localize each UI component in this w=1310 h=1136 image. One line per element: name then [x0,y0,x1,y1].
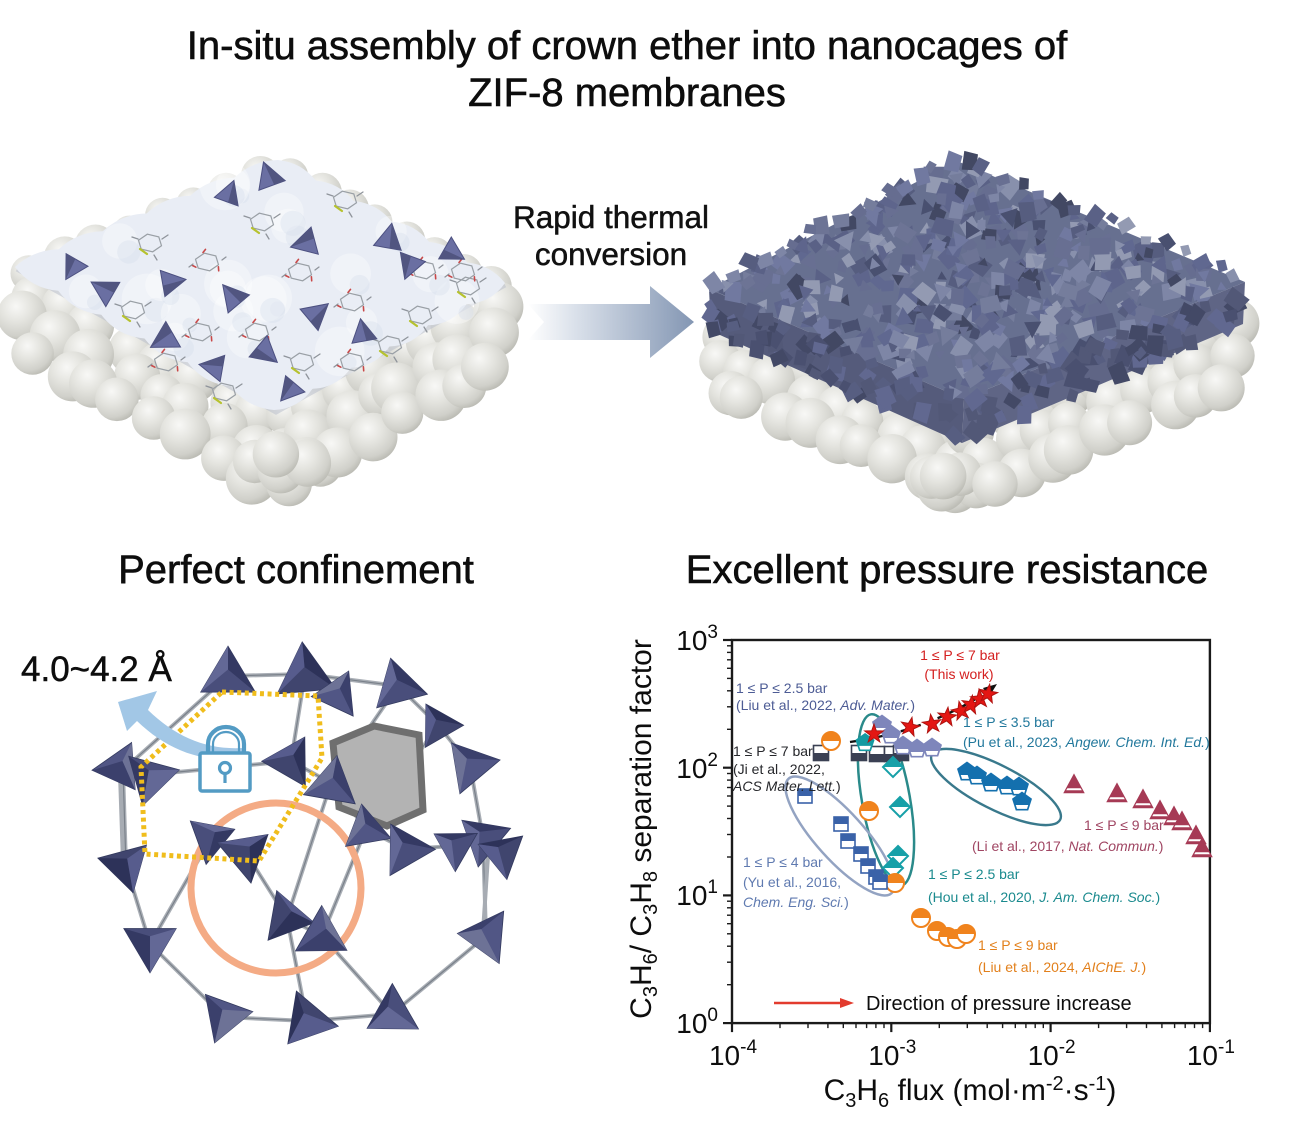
svg-text:Chem. Eng. Sci.): Chem. Eng. Sci.) [743,894,849,910]
svg-text:In-situ assembly of crown ethe: In-situ assembly of crown ether into nan… [187,24,1068,68]
svg-text:1 ≤ P ≤ 7 bar: 1 ≤ P ≤ 7 bar [733,743,813,759]
svg-text:(Liu et al., 2024, AIChE. J.): (Liu et al., 2024, AIChE. J.) [978,959,1146,975]
svg-text:1 ≤ P ≤ 9 bar: 1 ≤ P ≤ 9 bar [978,937,1058,953]
svg-text:ACS Mater. Lett.): ACS Mater. Lett.) [732,778,841,794]
svg-text:Direction of pressure increase: Direction of pressure increase [866,993,1132,1015]
svg-text:(Li et al., 2017, Nat. Commun.: (Li et al., 2017, Nat. Commun.) [972,838,1163,854]
svg-text:(Liu et al., 2022, Adv. Mater.: (Liu et al., 2022, Adv. Mater.) [736,697,915,713]
svg-text:1 ≤ P ≤ 7 bar: 1 ≤ P ≤ 7 bar [920,647,1000,663]
svg-text:(Ji et al., 2022,: (Ji et al., 2022, [733,761,825,777]
svg-text:(Pu et al., 2023, Angew. Chem.: (Pu et al., 2023, Angew. Chem. Int. Ed.) [963,734,1210,750]
svg-text:(This work): (This work) [924,666,993,682]
svg-text:1 ≤ P ≤ 3.5 bar: 1 ≤ P ≤ 3.5 bar [963,714,1055,730]
svg-text:1 ≤ P ≤ 2.5 bar: 1 ≤ P ≤ 2.5 bar [928,866,1020,882]
svg-text:1 ≤ P ≤ 9 bar: 1 ≤ P ≤ 9 bar [1084,817,1164,833]
svg-text:Excellent pressure resistance: Excellent pressure resistance [686,548,1208,592]
svg-text:C3H6 flux (mol·m-2·s-1): C3H6 flux (mol·m-2·s-1) [824,1073,1117,1112]
svg-text:102: 102 [676,750,718,784]
svg-text:4.0~4.2 Å: 4.0~4.2 Å [21,650,172,689]
svg-text:(Hou et al., 2020, J. Am. Chem: (Hou et al., 2020, J. Am. Chem. Soc.) [928,889,1160,905]
svg-text:(Yu et al., 2016,: (Yu et al., 2016, [743,874,841,890]
svg-text:Perfect confinement: Perfect confinement [118,548,474,592]
svg-text:1 ≤ P ≤ 2.5 bar: 1 ≤ P ≤ 2.5 bar [736,680,828,696]
svg-text:conversion: conversion [535,236,687,272]
svg-text:ZIF-8 membranes: ZIF-8 membranes [468,71,786,115]
svg-text:1 ≤ P ≤ 4 bar: 1 ≤ P ≤ 4 bar [743,854,823,870]
svg-text:Rapid thermal: Rapid thermal [513,199,709,235]
